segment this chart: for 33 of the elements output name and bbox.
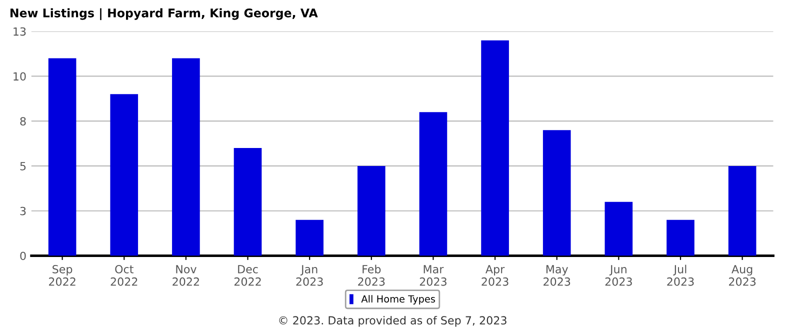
bar — [481, 40, 509, 256]
x-tick-label: Oct 2022 — [110, 264, 138, 286]
y-tick-label: 8 — [20, 117, 26, 126]
y-tick-label: 3 — [20, 206, 26, 216]
x-tick-label: Jul 2023 — [667, 264, 694, 286]
legend-label: All Home Types — [361, 295, 436, 304]
x-tick-label: Apr 2023 — [482, 265, 508, 286]
text: © 2023. Data provided as of Sep 7, 2023 — [279, 316, 506, 327]
bar — [357, 166, 386, 256]
bar — [172, 58, 200, 256]
x-tick-label: Jun 2023 — [605, 265, 632, 286]
x-tick-label: Feb 2023 — [358, 264, 385, 286]
bar — [234, 148, 262, 256]
y-tick-label: 10 — [14, 72, 26, 81]
x-tick-label: Mar 2023 — [420, 265, 446, 286]
bar — [110, 94, 138, 256]
bar — [604, 202, 633, 256]
y-tick-label: 5 — [20, 162, 26, 170]
bar — [666, 220, 694, 256]
bar — [419, 112, 448, 256]
chart-title: New Listings | Hopyard Farm, King George, VA — [10, 8, 318, 20]
y-tick-label: 0 — [20, 252, 26, 260]
x-tick-label: Aug 2023 — [728, 265, 756, 286]
x-tick-label: Jan 2023 — [296, 265, 323, 286]
x-tick-label: Dec 2022 — [234, 265, 261, 286]
bar — [728, 166, 756, 256]
x-tick-label: May 2023 — [544, 265, 570, 286]
bar — [542, 130, 571, 256]
x-tick-label: Nov 2022 — [172, 265, 199, 286]
y-tick-label: 13 — [14, 27, 26, 36]
x-tick-label: Sep 2022 — [48, 264, 76, 286]
bar — [296, 220, 324, 256]
bar — [48, 58, 76, 256]
